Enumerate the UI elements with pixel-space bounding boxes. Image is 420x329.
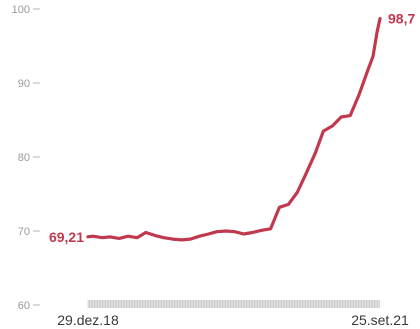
y-axis: 60 70 80 90 100 [12,4,40,312]
y-tick-label: 90 [18,78,30,90]
x-axis-baseline [87,300,380,308]
first-value-label: 69,21 [49,229,84,245]
y-tick-label: 80 [18,152,30,164]
y-tick-label: 60 [18,300,30,312]
x-axis-end-label: 25.set.21 [351,312,409,328]
y-tick-label: 100 [12,4,30,16]
y-tick-label: 70 [18,226,30,238]
series-line [86,17,382,242]
baseline-bar [88,300,380,308]
x-axis-start-label: 29.dez.18 [57,312,119,328]
last-value-label: 98,7 [388,11,415,27]
